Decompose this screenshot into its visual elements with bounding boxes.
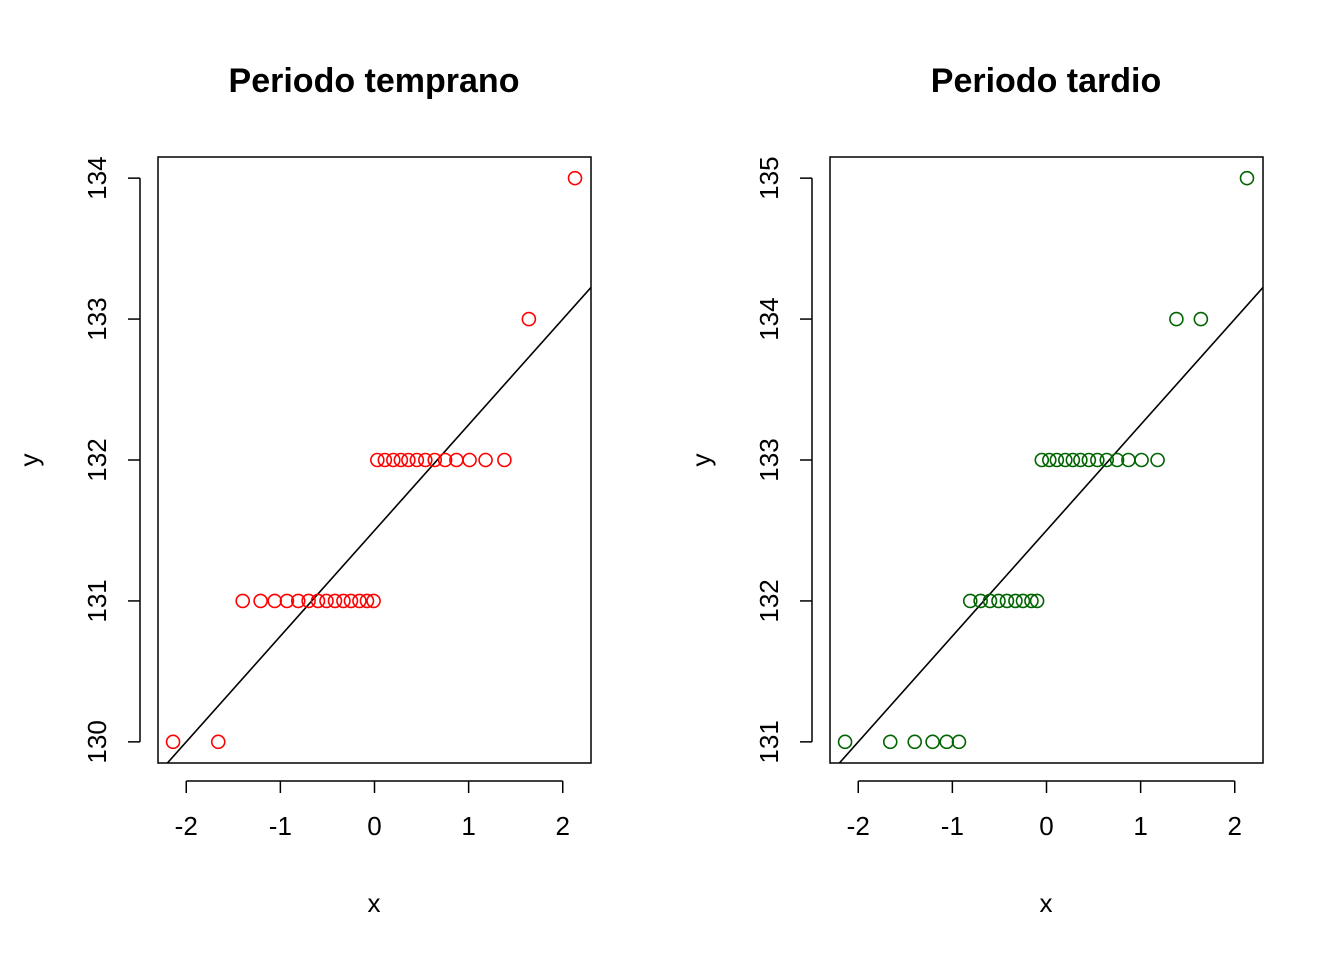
data-point xyxy=(521,311,537,327)
data-point xyxy=(1090,452,1105,468)
data-point xyxy=(352,593,367,609)
data-point xyxy=(165,734,181,750)
data-point xyxy=(1169,311,1184,327)
y-axis-label: y xyxy=(686,454,716,467)
data-point xyxy=(1049,452,1065,468)
data-point xyxy=(409,452,425,468)
chart-title: Periodo temprano xyxy=(229,62,520,100)
data-point xyxy=(1081,452,1097,468)
data-point xyxy=(939,734,955,750)
data-point xyxy=(370,452,385,468)
chart-title: Periodo tardio xyxy=(931,62,1161,100)
data-point xyxy=(301,593,316,609)
data-point xyxy=(253,593,268,609)
data-point xyxy=(401,452,416,468)
y-tick-label: 133 xyxy=(82,297,112,340)
data-point xyxy=(366,593,381,609)
data-point xyxy=(478,452,493,468)
y-tick-label: 132 xyxy=(754,579,784,622)
data-point xyxy=(386,452,401,468)
x-tick-label: 1 xyxy=(1133,811,1147,841)
data-point xyxy=(1099,452,1115,468)
data-point xyxy=(1034,452,1050,468)
panel-periodo-tardio: Periodo tardio x y -2 -1 0 1 2 131 132 133 134 13… xyxy=(686,62,1264,918)
data-point xyxy=(1239,170,1255,186)
data-point xyxy=(1029,593,1045,609)
x-tick-label: 1 xyxy=(461,811,475,841)
y-tick-label: 132 xyxy=(82,438,112,481)
data-point xyxy=(393,452,409,468)
data-point xyxy=(327,593,343,609)
x-tick-label: -2 xyxy=(175,811,198,841)
data-point xyxy=(1058,452,1073,468)
x-tick-label: -2 xyxy=(847,811,870,841)
data-point xyxy=(962,593,978,609)
data-point xyxy=(359,593,375,609)
data-point xyxy=(1065,452,1081,468)
x-tick-label: 2 xyxy=(1228,811,1242,841)
data-point xyxy=(982,593,998,609)
data-point xyxy=(882,734,898,750)
data-point xyxy=(1024,593,1039,609)
data-point xyxy=(1193,311,1209,327)
panel-periodo-temprano: Periodo temprano x y -2 -1 0 1 2 130 131 132 133… xyxy=(14,62,592,918)
y-tick-label: 131 xyxy=(754,720,784,763)
data-point xyxy=(319,593,334,609)
data-point xyxy=(1073,452,1088,468)
data-point xyxy=(1015,593,1031,609)
data-point xyxy=(267,593,283,609)
y-tick-label: 134 xyxy=(754,297,784,340)
data-point xyxy=(210,734,226,750)
data-point xyxy=(279,593,295,609)
y-tick-label: 131 xyxy=(82,579,112,622)
plot-frame xyxy=(157,156,592,764)
x-tick-label: -1 xyxy=(941,811,964,841)
data-point xyxy=(1134,452,1149,468)
data-point xyxy=(1008,593,1023,609)
data-point xyxy=(418,452,433,468)
plot-frame xyxy=(829,156,1264,764)
data-point xyxy=(907,734,923,750)
qq-reference-line xyxy=(166,286,591,763)
data-point xyxy=(973,593,988,609)
data-point xyxy=(310,593,326,609)
data-point xyxy=(437,452,453,468)
y-tick-label: 135 xyxy=(754,156,784,199)
data-point xyxy=(567,170,583,186)
data-point xyxy=(377,452,393,468)
data-point xyxy=(336,593,351,609)
x-tick-label: -1 xyxy=(269,811,292,841)
data-point xyxy=(462,452,477,468)
data-point xyxy=(999,593,1015,609)
x-axis-label: x xyxy=(368,888,381,918)
y-tick-label: 134 xyxy=(82,156,112,199)
data-point xyxy=(951,734,967,750)
qq-reference-line xyxy=(838,286,1263,763)
data-point xyxy=(235,593,251,609)
y-tick-label: 133 xyxy=(754,438,784,481)
data-point xyxy=(1042,452,1057,468)
data-point xyxy=(290,593,306,609)
y-tick-label: 130 xyxy=(82,720,112,763)
data-point xyxy=(427,452,443,468)
data-point xyxy=(497,452,512,468)
data-point xyxy=(1109,452,1125,468)
data-point xyxy=(991,593,1006,609)
x-tick-label: 2 xyxy=(556,811,570,841)
data-point xyxy=(925,734,940,750)
x-axis-label: x xyxy=(1040,888,1053,918)
y-axis-label: y xyxy=(14,454,44,467)
x-tick-label: 0 xyxy=(367,811,381,841)
data-point xyxy=(837,734,853,750)
x-tick-label: 0 xyxy=(1039,811,1053,841)
data-point xyxy=(1150,452,1165,468)
data-point xyxy=(343,593,359,609)
